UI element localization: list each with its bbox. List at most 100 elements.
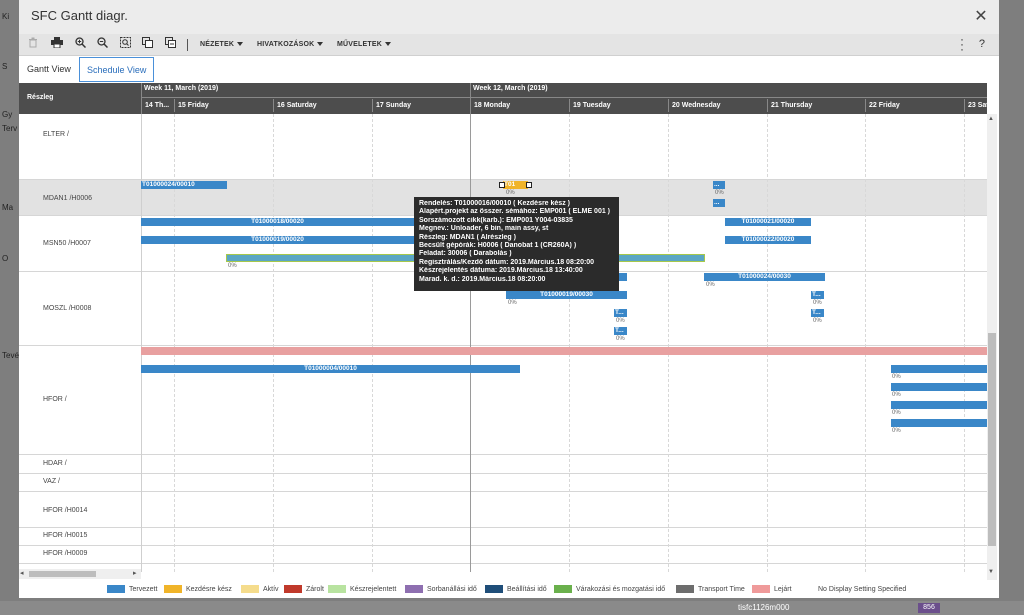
day-gridline	[569, 114, 570, 572]
day-header: 15 Friday	[174, 99, 273, 112]
menu-views[interactable]: NÉZETEK	[200, 41, 244, 48]
resource-label: ELTER /	[43, 131, 69, 138]
tooltip-line: Megnev.: Unloader, 6 bin, main assy, st	[419, 225, 549, 233]
header-divider	[141, 97, 987, 98]
session-badge: 856	[918, 603, 940, 613]
zoom-out-icon[interactable]	[94, 37, 110, 53]
tooltip-line: Regisztrálás/Kezdő dátum: 2019.Március.1…	[419, 258, 595, 266]
legend-label: Beállítási idő	[507, 586, 547, 593]
help-icon[interactable]: ?	[978, 38, 985, 50]
operation-bar[interactable]	[618, 273, 627, 281]
menu-references[interactable]: HIVATKOZÁSOK	[257, 41, 324, 48]
trash-icon[interactable]	[25, 37, 41, 53]
operation-bar[interactable]	[891, 365, 987, 373]
resource-row[interactable]: VAZ /	[19, 474, 987, 492]
operation-bar[interactable]: T01000019/00020	[141, 236, 414, 244]
resource-row[interactable]: ELTER /	[19, 114, 987, 180]
operation-bar[interactable]	[891, 419, 987, 427]
resize-handle[interactable]	[526, 182, 532, 188]
resource-row[interactable]: HDAR /	[19, 455, 987, 474]
operation-bar[interactable]: T01000019/00030	[506, 291, 627, 299]
more-options-icon[interactable]: · · ·	[960, 32, 964, 56]
progress-label: 0%	[892, 428, 901, 434]
operation-bar[interactable]: T...	[811, 291, 824, 299]
resource-row[interactable]: HFOR /	[19, 346, 987, 455]
operation-bar[interactable]: T...	[614, 327, 627, 335]
view-tabs: Gantt View Schedule View	[19, 56, 999, 83]
operation-bar[interactable]: T01000024/00010	[141, 181, 227, 189]
day-header: 18 Monday	[470, 99, 569, 112]
resource-label: HFOR /H0014	[43, 507, 88, 514]
horizontal-scrollbar[interactable]: ◂ ▸	[19, 569, 141, 579]
legend-swatch	[164, 585, 182, 594]
close-icon[interactable]: ✕	[974, 8, 988, 25]
zoom-in-icon[interactable]	[72, 37, 88, 53]
overdue-bar[interactable]	[141, 347, 987, 355]
resource-row[interactable]: HFOR /H0009	[19, 546, 987, 564]
copy-icon[interactable]	[139, 37, 155, 53]
print-icon[interactable]	[49, 37, 65, 53]
chevron-down-icon	[384, 42, 391, 47]
operation-bar[interactable]: ...	[713, 181, 725, 189]
background-text: Terv	[2, 124, 18, 133]
operation-bar[interactable]: T01000022/00020	[725, 236, 811, 244]
menu-actions[interactable]: MŰVELETEK	[337, 41, 391, 48]
resource-label: HFOR /H0009	[43, 550, 88, 557]
operation-bar[interactable]: T...	[811, 309, 824, 317]
tooltip-line: Sorszámozott cikk(karb.): EMP001 Y004-03…	[419, 216, 573, 224]
paste-icon[interactable]	[162, 37, 178, 53]
toolbar-separator	[187, 39, 188, 51]
scrollbar-thumb[interactable]	[29, 571, 96, 577]
operation-bar[interactable]: T01000004/00010	[141, 365, 520, 373]
progress-label: 0%	[508, 300, 517, 306]
progress-label: 0%	[506, 190, 515, 196]
tooltip-line: Készrejelentés dátuma: 2019.Március.18 1…	[419, 267, 583, 275]
legend-swatch	[107, 585, 125, 594]
scroll-right-icon[interactable]: ▸	[133, 570, 137, 577]
status-legend: Tervezett Kezdésre kész Aktív Zárolt Kés…	[19, 582, 999, 598]
day-gridline	[964, 114, 965, 572]
vertical-scrollbar[interactable]: ▲ ▼	[987, 114, 997, 580]
week-gridline	[470, 114, 471, 572]
operation-bar[interactable]: T01000021/00020	[725, 218, 811, 226]
day-header: 19 Tuesday	[569, 99, 668, 112]
operation-bar[interactable]: T01000018/00020	[141, 218, 414, 226]
tab-schedule-view[interactable]: Schedule View	[79, 57, 155, 82]
scroll-up-icon[interactable]: ▲	[988, 116, 994, 122]
day-header: 16 Saturday	[273, 99, 372, 112]
tab-gantt-view[interactable]: Gantt View	[27, 64, 71, 74]
operation-bar[interactable]	[891, 401, 987, 409]
resource-row[interactable]: HFOR /H0014	[19, 492, 987, 528]
header-divider	[470, 83, 471, 114]
legend-swatch	[485, 585, 503, 594]
legend-item: Transport Time	[676, 585, 745, 595]
operation-bar[interactable]: T01000024/00030	[704, 273, 825, 281]
day-header: 14 Th...	[141, 99, 174, 112]
legend-label: Sorbanállási idő	[427, 586, 477, 593]
legend-label: Zárolt	[306, 586, 324, 593]
operation-bar[interactable]: ...	[713, 199, 725, 207]
resource-label: HFOR /	[43, 396, 67, 403]
resize-handle[interactable]	[499, 182, 505, 188]
legend-label: No Display Setting Specified	[818, 586, 907, 593]
operation-bar-selected[interactable]: T01	[503, 181, 528, 189]
day-header: 20 Wednesday	[668, 99, 767, 112]
operation-bar[interactable]	[891, 383, 987, 391]
legend-swatch	[241, 585, 259, 594]
background-text: O	[2, 254, 9, 263]
zoom-fit-icon[interactable]	[117, 37, 133, 53]
day-gridline	[767, 114, 768, 572]
operation-bar[interactable]: T...	[614, 309, 627, 317]
scroll-down-icon[interactable]: ▼	[988, 569, 994, 575]
progress-label: 0%	[892, 410, 901, 416]
header-divider	[141, 83, 142, 114]
background-text: Tevé	[2, 351, 19, 360]
legend-item: Beállítási idő	[485, 585, 547, 595]
resource-label: MOSZL /H0008	[43, 305, 92, 312]
resource-row[interactable]: HFOR /H0015	[19, 528, 987, 546]
resource-row[interactable]: MOSZL /H0008	[19, 272, 987, 346]
menu-references-label: HIVATKOZÁSOK	[257, 41, 315, 48]
scrollbar-thumb[interactable]	[988, 333, 996, 546]
dialog-title: SFC Gantt diagr.	[31, 8, 128, 23]
scroll-left-icon[interactable]: ◂	[20, 570, 24, 577]
